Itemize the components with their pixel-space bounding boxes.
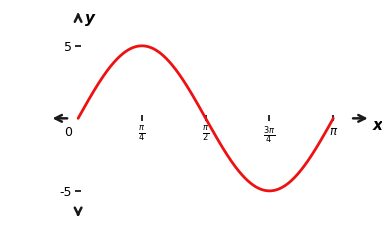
Text: y: y: [84, 11, 95, 26]
Text: x: x: [372, 118, 382, 133]
Text: 0: 0: [65, 126, 73, 139]
